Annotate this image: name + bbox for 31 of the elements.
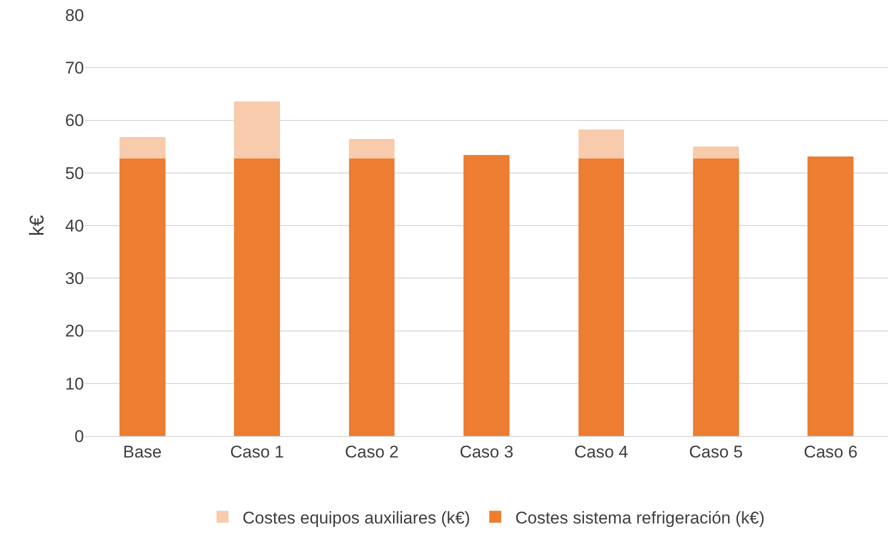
bar <box>119 158 166 436</box>
y-axis-title: k€ <box>26 214 49 236</box>
bar <box>348 139 395 159</box>
bar <box>464 154 510 436</box>
bar <box>348 158 395 436</box>
bar <box>578 130 624 159</box>
y-tick-label: 0 <box>74 426 84 446</box>
bar <box>578 158 624 436</box>
y-tick-label: 80 <box>65 6 84 25</box>
x-tick-label: Caso 2 <box>344 442 399 462</box>
bar <box>119 137 166 159</box>
bar <box>234 158 280 436</box>
y-tick-label: 40 <box>65 216 84 236</box>
y-tick-label: 10 <box>65 374 84 394</box>
y-tick-label: 30 <box>65 269 84 288</box>
x-tick-label: Base <box>122 442 162 462</box>
x-tick-label: Caso 5 <box>688 442 743 462</box>
bar <box>234 101 280 159</box>
bar <box>808 156 854 436</box>
bar <box>692 158 739 436</box>
y-tick-label: 70 <box>65 58 84 78</box>
x-tick-label: Caso 6 <box>804 442 858 462</box>
x-tick-label: Caso 3 <box>460 442 514 462</box>
y-tick-label: 50 <box>65 164 84 183</box>
x-tick-label: Caso 1 <box>230 442 284 462</box>
bar <box>692 146 739 159</box>
y-tick-label: 20 <box>65 322 84 341</box>
x-tick-label: Caso 4 <box>574 442 628 462</box>
legend-label: Costes sistema refrigeración (k€) <box>515 508 765 528</box>
y-tick-label: 60 <box>65 111 84 130</box>
legend-label: Costes equipos auxiliares (k€) <box>242 508 470 528</box>
